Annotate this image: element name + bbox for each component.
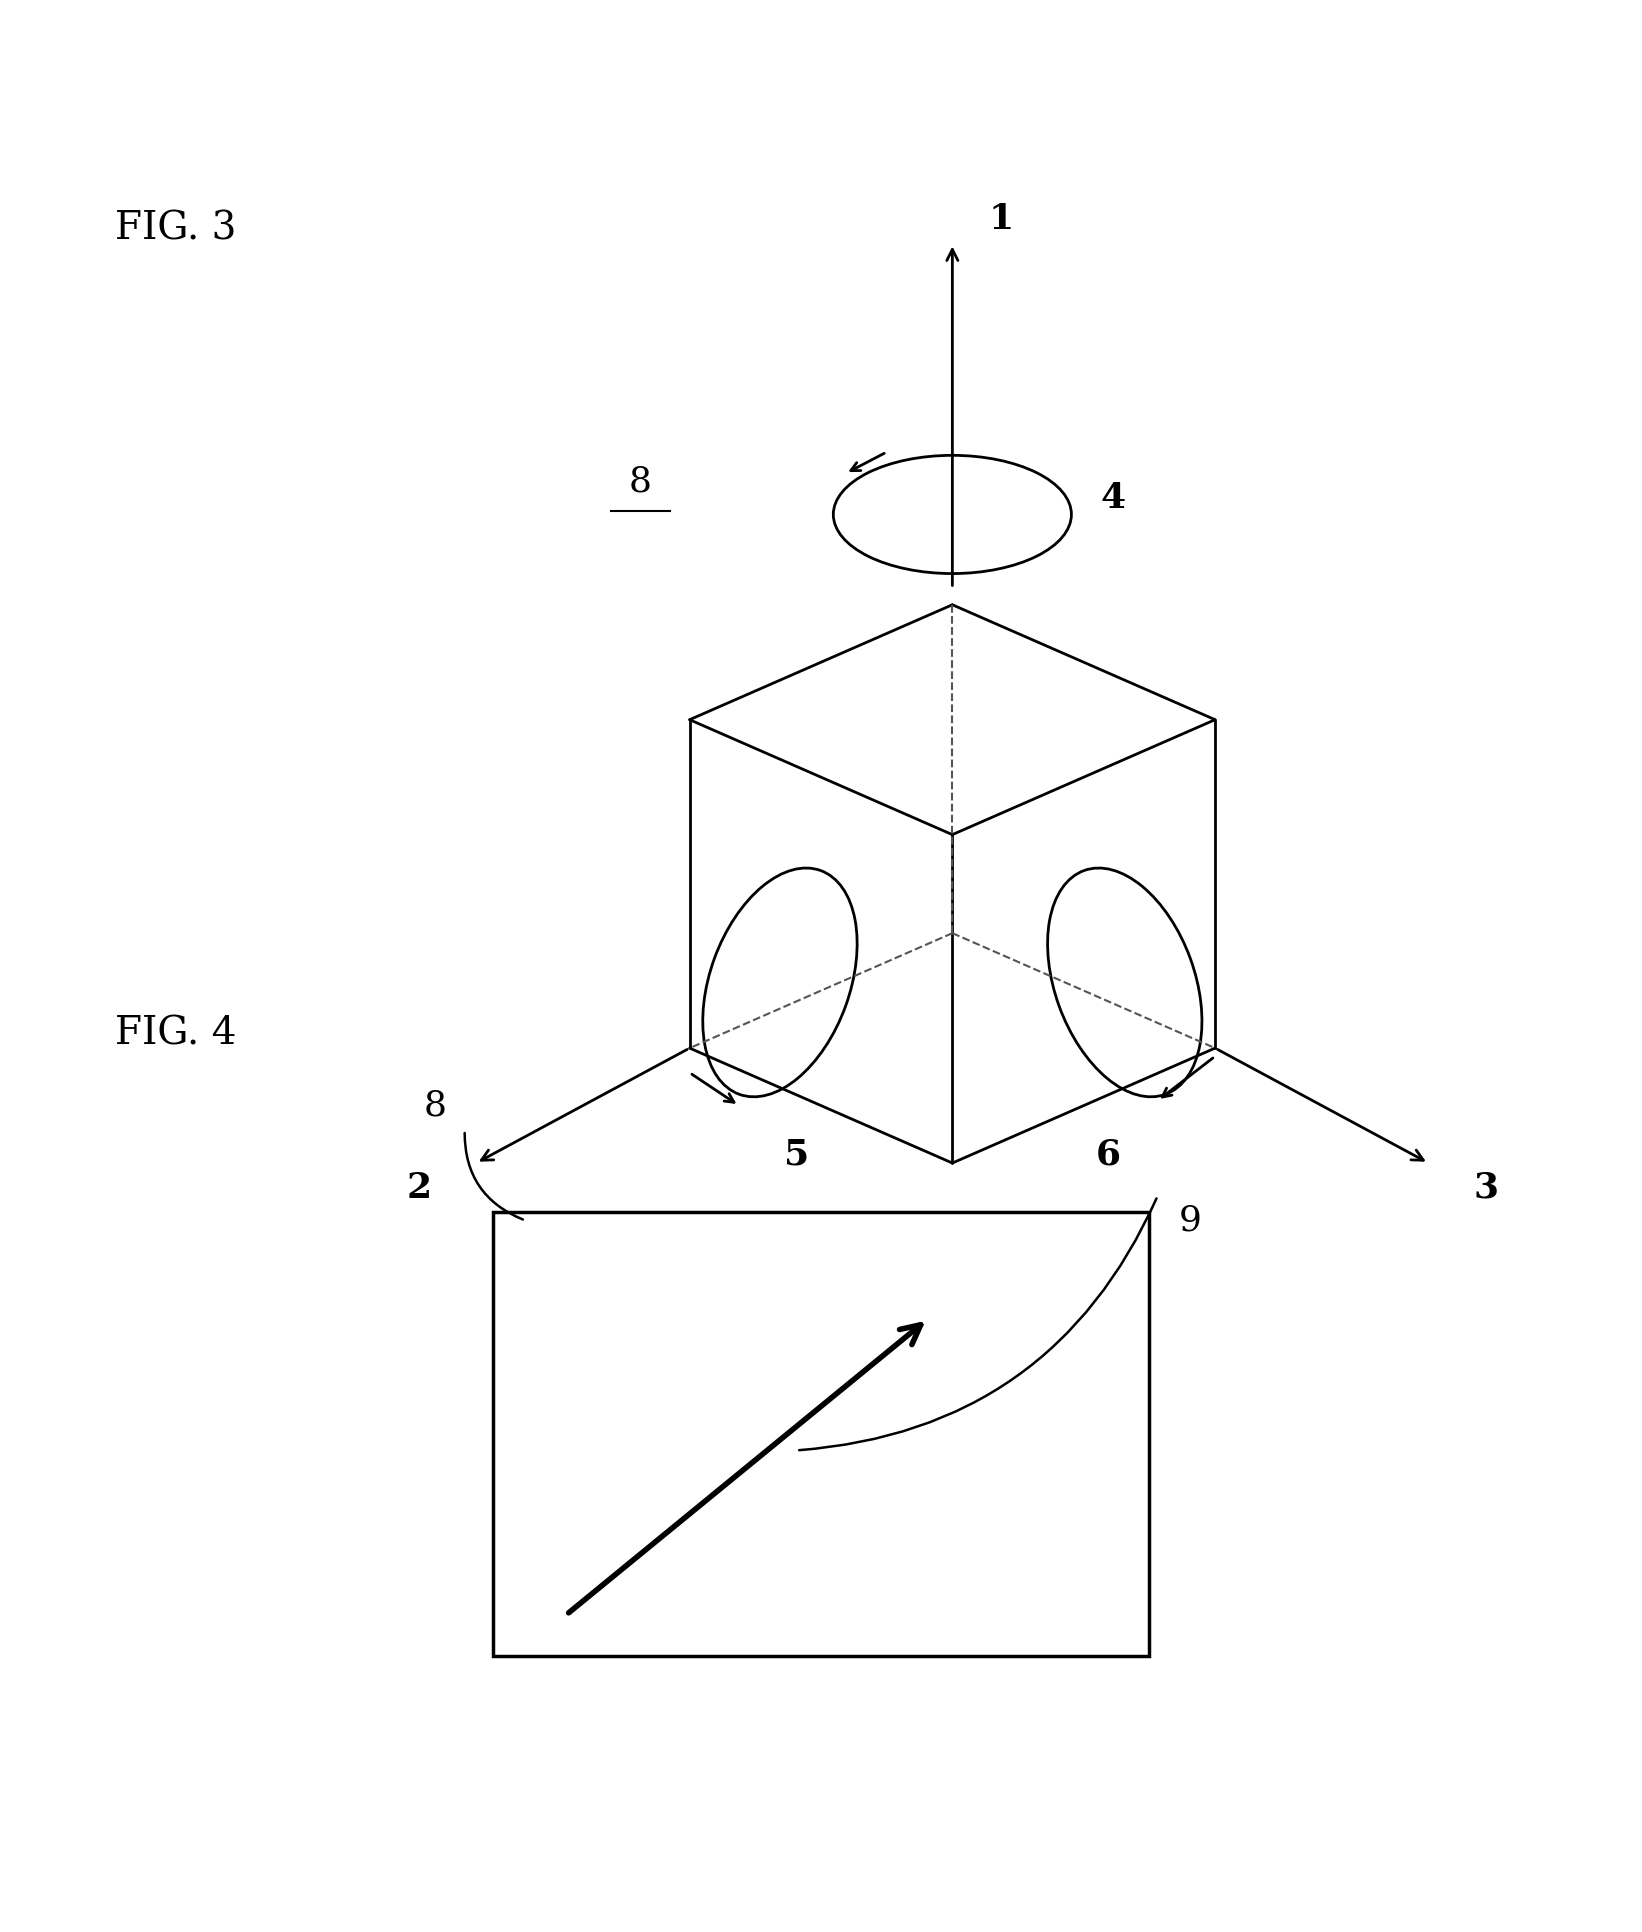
Text: 9: 9	[1179, 1204, 1202, 1238]
Text: FIG. 3: FIG. 3	[115, 211, 236, 247]
Text: 1: 1	[988, 201, 1013, 236]
Text: 3: 3	[1473, 1171, 1499, 1206]
Text: 6: 6	[1095, 1138, 1121, 1173]
Text: 4: 4	[1100, 481, 1125, 516]
Text: 8: 8	[629, 464, 652, 498]
Text: 5: 5	[783, 1138, 810, 1173]
Bar	[493, 1211, 1149, 1656]
Text: 8: 8	[424, 1088, 447, 1122]
Text: 2: 2	[406, 1171, 432, 1206]
Text: FIG. 4: FIG. 4	[115, 1014, 236, 1053]
